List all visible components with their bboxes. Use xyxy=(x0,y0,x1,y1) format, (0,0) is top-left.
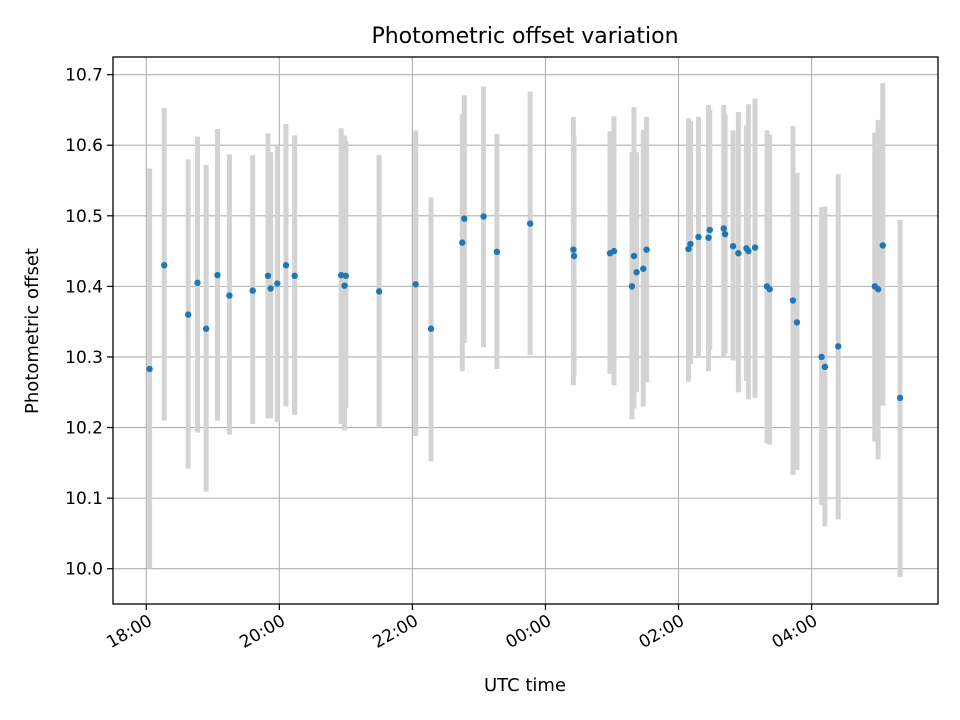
x-axis-label: UTC time xyxy=(484,675,566,696)
y-tick-label: 10.7 xyxy=(65,66,103,86)
data-point xyxy=(643,246,650,253)
data-point xyxy=(249,287,256,294)
data-point xyxy=(341,282,348,289)
data-point xyxy=(194,279,201,287)
data-point xyxy=(526,220,534,227)
data-point xyxy=(493,248,501,256)
data-point xyxy=(789,297,797,304)
data-point xyxy=(412,281,419,288)
data-point xyxy=(480,213,487,220)
data-point xyxy=(146,365,153,373)
data-point xyxy=(874,286,882,293)
data-point xyxy=(570,252,578,260)
data-point xyxy=(766,286,773,293)
data-point xyxy=(161,262,168,269)
data-point xyxy=(879,242,886,249)
data-point xyxy=(721,230,729,238)
data-point xyxy=(291,272,298,279)
data-point xyxy=(610,247,618,255)
data-point xyxy=(751,244,759,251)
data-point xyxy=(274,280,281,287)
plot-area xyxy=(113,57,938,604)
y-tick-label: 10.6 xyxy=(65,136,103,156)
data-point xyxy=(184,311,192,318)
data-point xyxy=(687,240,694,248)
data-point xyxy=(459,239,466,246)
data-point xyxy=(375,288,383,295)
data-point xyxy=(640,265,647,272)
data-point xyxy=(745,247,752,255)
data-point xyxy=(630,252,638,260)
y-tick-label: 10.3 xyxy=(65,348,103,368)
data-point xyxy=(628,283,636,290)
data-point xyxy=(570,246,577,253)
y-tick-label: 10.0 xyxy=(65,560,103,580)
chart-title: Photometric offset variation xyxy=(371,24,678,49)
data-point xyxy=(695,233,702,241)
data-point xyxy=(461,215,468,222)
data-point xyxy=(633,269,640,276)
data-point xyxy=(706,226,713,234)
data-point xyxy=(896,394,904,402)
data-point xyxy=(685,245,692,253)
plot-frame xyxy=(112,56,939,605)
data-point xyxy=(214,271,221,279)
data-point xyxy=(835,343,842,350)
data-point xyxy=(821,363,829,371)
y-tick-label: 10.4 xyxy=(65,277,103,297)
grid xyxy=(113,57,938,604)
data-point xyxy=(202,325,210,332)
data-point xyxy=(705,234,712,241)
data-point xyxy=(720,225,727,232)
data-point xyxy=(226,292,233,299)
data-point xyxy=(793,319,801,326)
data-point xyxy=(729,242,737,250)
y-tick-label: 10.2 xyxy=(65,419,103,439)
data-point xyxy=(267,285,274,292)
data-point xyxy=(427,325,435,332)
data-point xyxy=(818,353,825,361)
data-point xyxy=(735,250,742,257)
data-points xyxy=(146,213,904,402)
data-point xyxy=(342,272,350,279)
y-axis-label: Photometric offset xyxy=(22,248,43,414)
y-tick-label: 10.1 xyxy=(65,489,103,509)
data-point xyxy=(282,262,290,269)
data-point xyxy=(264,272,272,279)
y-tick-label: 10.5 xyxy=(65,207,103,227)
